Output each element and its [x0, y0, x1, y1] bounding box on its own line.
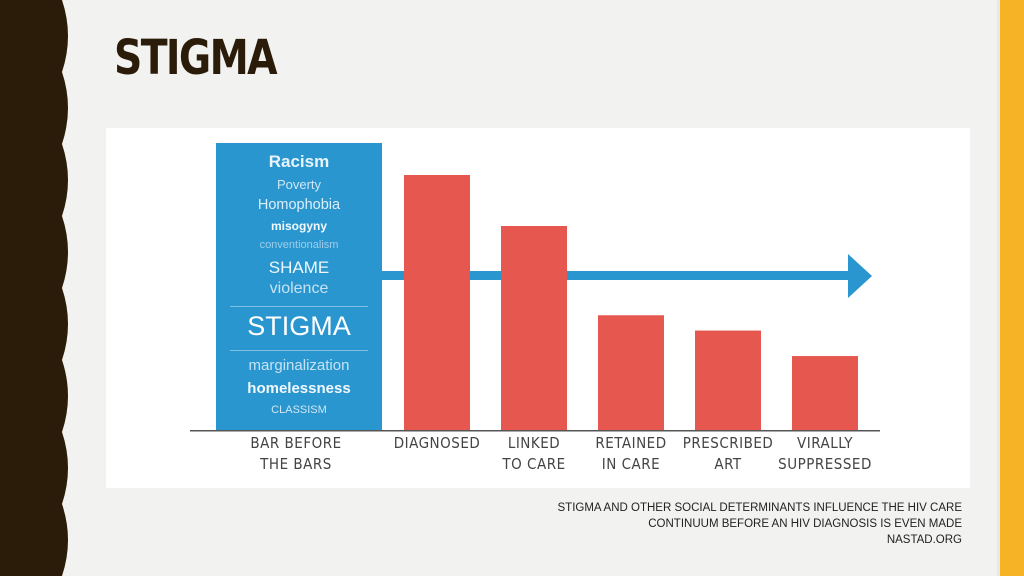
category-label-2-line-1: LINKED: [508, 434, 560, 452]
category-label-2-line-2: TO CARE: [501, 455, 565, 473]
bar-3: [598, 315, 664, 430]
category-label-5-line-1: VIRALLY: [797, 434, 853, 452]
stigma-word-stigma: STIGMA: [247, 310, 351, 341]
bar-2: [501, 226, 567, 430]
stigma-word-classism: CLASSISM: [271, 403, 327, 416]
stigma-word-poverty: Poverty: [276, 177, 322, 192]
category-label-4-line-2: ART: [714, 455, 742, 473]
baseline: [190, 430, 880, 432]
category-label-3-line-1: RETAINED: [595, 434, 666, 452]
divider: [230, 305, 368, 307]
category-label-4-line-1: PRESCRIBED: [683, 434, 774, 452]
chart-canvas: BAR BEFORE THE BARS DIAGNOSED LINKED TO CARE…: [190, 175, 880, 473]
stigma-word-violence: violence: [269, 279, 329, 297]
stigma-word-misogyny: misogyny: [270, 218, 327, 233]
bar-before-label-line-1: BAR BEFORE: [250, 434, 341, 452]
slide-title: STIGMA: [114, 30, 278, 86]
progress-arrow-head: [848, 254, 872, 298]
category-label-3-line-2: IN CARE: [602, 455, 660, 473]
accent-edge: [997, 0, 1000, 576]
divider: [230, 349, 368, 351]
stigma-word-shame: SHAME: [268, 257, 330, 277]
accent-bar: [1000, 0, 1024, 576]
stigma-word-conventionalism: conventionalism: [259, 238, 339, 251]
hiv-care-continuum-chart: BAR BEFORE THE BARS DIAGNOSED LINKED TO CARE…: [106, 128, 970, 488]
caption-line-2: CONTINUUM BEFORE AN HIV DIAGNOSIS IS EVE…: [648, 518, 962, 530]
stigma-word-homophobia: Homophobia: [257, 197, 341, 213]
stigma-word-racism: Racism: [268, 152, 330, 171]
bar-5: [792, 356, 858, 430]
bar-1: [404, 175, 470, 430]
category-label-1-line-1: DIAGNOSED: [394, 434, 481, 452]
caption-line-1: STIGMA AND OTHER SOCIAL DETERMINANTS INF…: [557, 502, 962, 514]
progress-arrow-shaft: [378, 271, 848, 280]
bar-4: [695, 330, 761, 430]
bar-before-the-bars: Racism Poverty Homophobia misogyny conventio…: [216, 143, 382, 430]
bar-before-label-line-2: THE BARS: [259, 455, 332, 473]
caption-line-3: NASTAD.ORG: [886, 534, 962, 546]
stigma-word-marginalization: marginalization: [248, 356, 350, 374]
caption: STIGMA AND OTHER SOCIAL DETERMINANTS INF…: [558, 500, 962, 548]
category-label-5-line-2: SUPPRESSED: [778, 455, 872, 473]
scalloped-sidebar: [0, 0, 68, 576]
stigma-word-homelessness: homelessness: [247, 379, 351, 397]
